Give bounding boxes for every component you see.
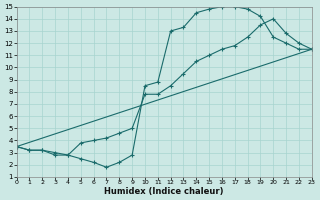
X-axis label: Humidex (Indice chaleur): Humidex (Indice chaleur) — [105, 187, 224, 196]
